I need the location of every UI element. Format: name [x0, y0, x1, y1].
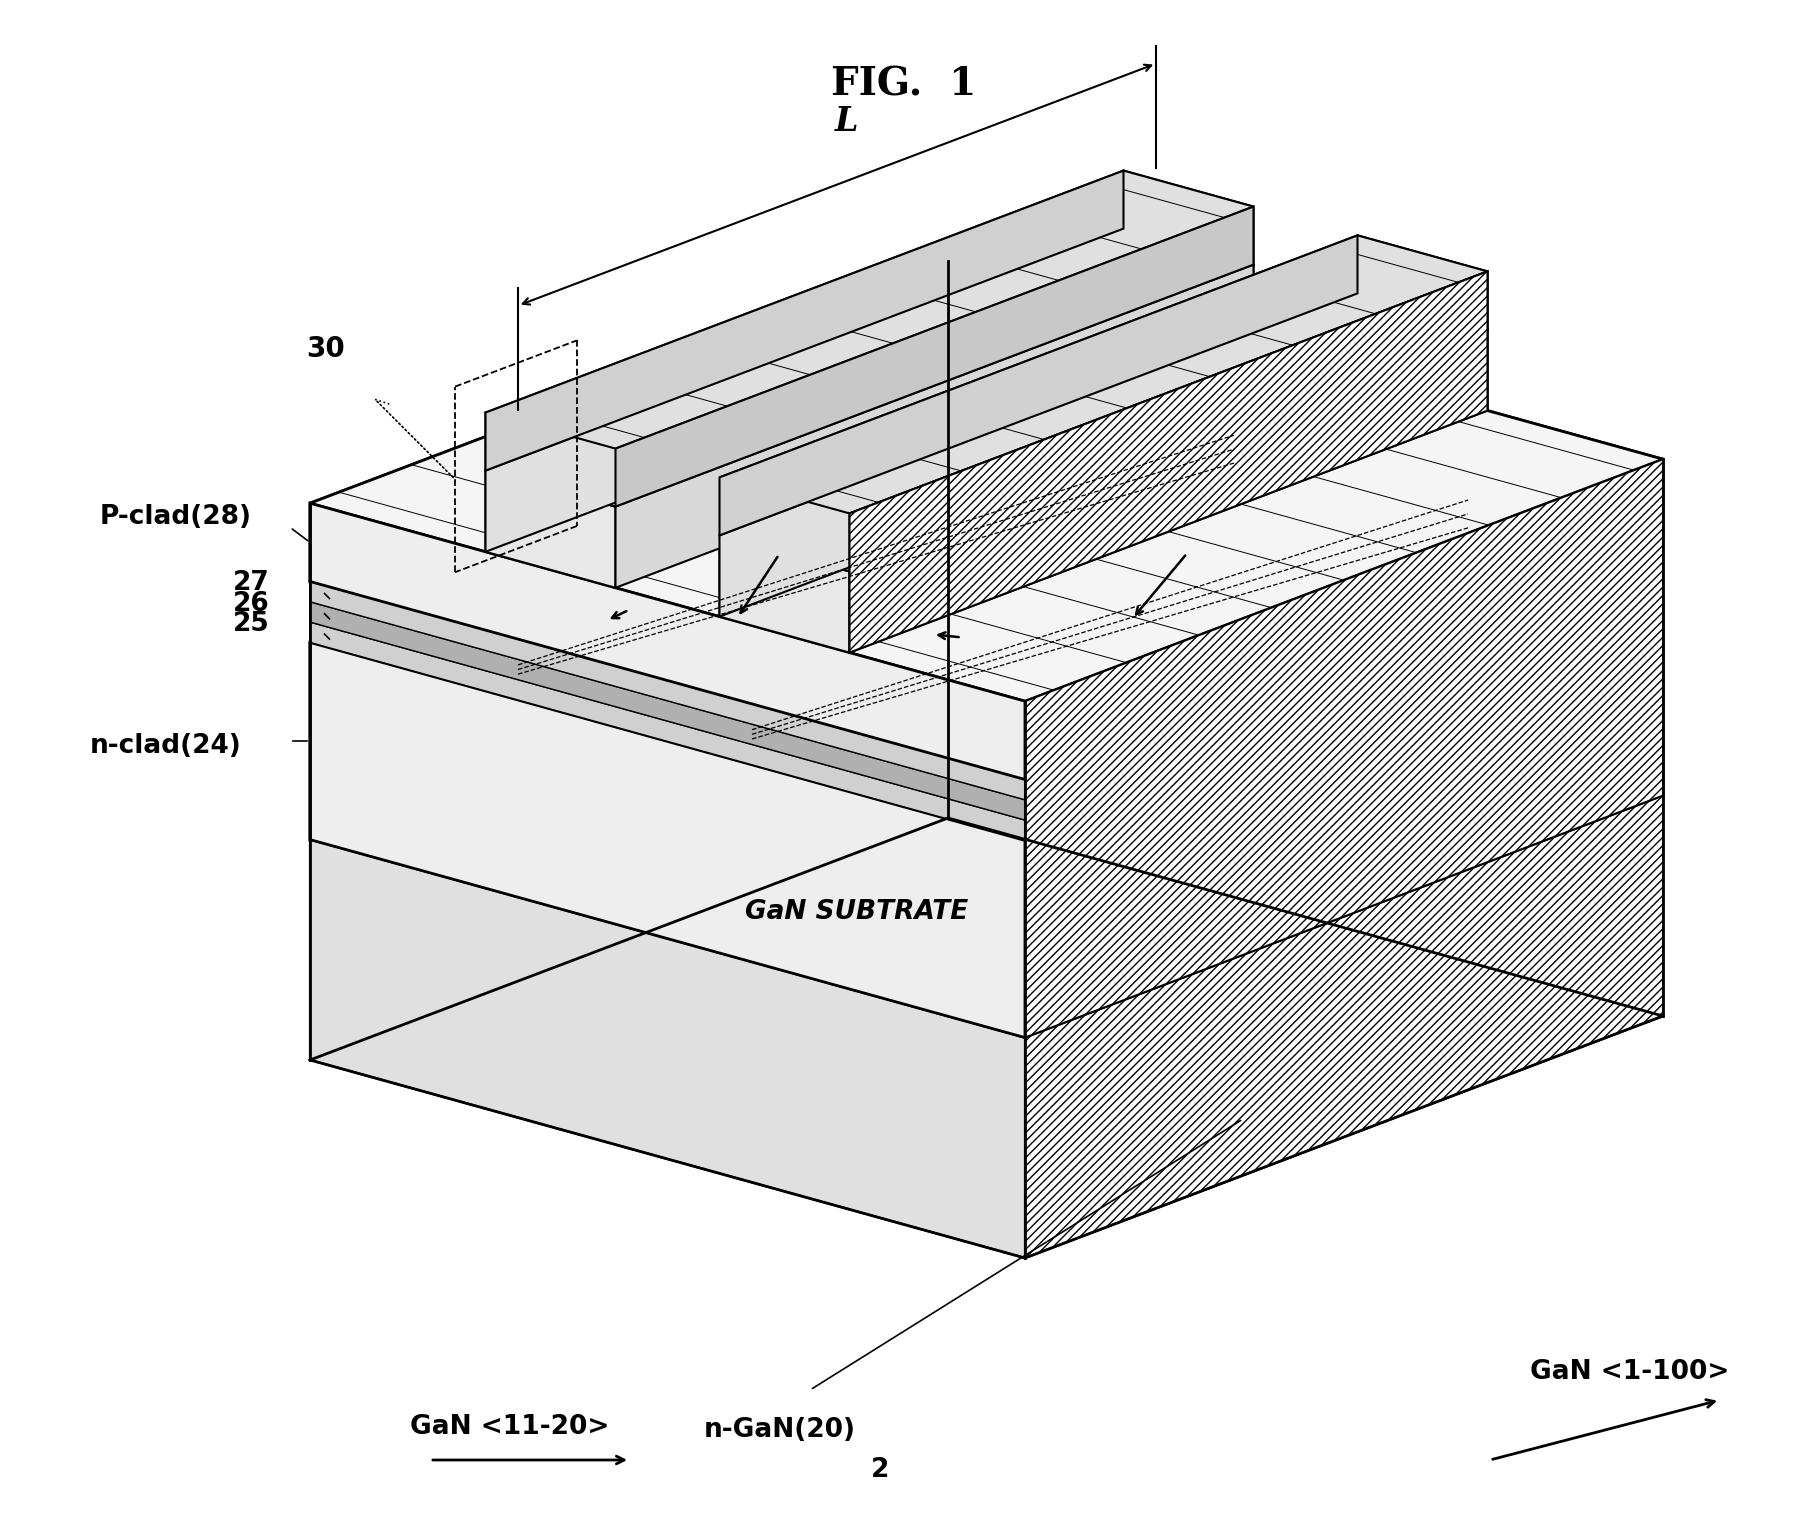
- Polygon shape: [309, 839, 1026, 1258]
- Text: 27: 27: [233, 570, 270, 596]
- Polygon shape: [1123, 229, 1254, 346]
- Polygon shape: [485, 229, 1254, 506]
- Polygon shape: [720, 477, 850, 572]
- Polygon shape: [309, 381, 948, 642]
- Text: 30: 30: [306, 335, 344, 364]
- Text: n-GaN(20): n-GaN(20): [704, 1417, 856, 1443]
- Polygon shape: [720, 535, 850, 653]
- Text: FIG.  1: FIG. 1: [832, 66, 977, 102]
- Polygon shape: [309, 401, 1662, 841]
- Polygon shape: [615, 265, 1254, 587]
- Polygon shape: [309, 381, 1662, 820]
- Polygon shape: [309, 339, 1662, 780]
- Text: L: L: [836, 106, 859, 138]
- Polygon shape: [948, 401, 1662, 795]
- Polygon shape: [850, 272, 1487, 572]
- Polygon shape: [948, 261, 1662, 538]
- Text: 2: 2: [870, 1457, 890, 1483]
- Polygon shape: [720, 294, 1487, 572]
- Polygon shape: [1026, 459, 1662, 1038]
- Polygon shape: [720, 294, 1357, 616]
- Polygon shape: [309, 622, 1026, 841]
- Polygon shape: [615, 206, 1254, 506]
- Polygon shape: [309, 359, 1662, 800]
- Polygon shape: [1357, 294, 1487, 411]
- Polygon shape: [720, 235, 1357, 535]
- Text: GaN <11-20>: GaN <11-20>: [411, 1414, 610, 1440]
- Polygon shape: [850, 272, 1487, 653]
- Polygon shape: [309, 642, 1026, 1038]
- Text: GaN <1-100>: GaN <1-100>: [1530, 1359, 1729, 1385]
- Polygon shape: [720, 235, 1487, 514]
- Polygon shape: [309, 602, 1026, 820]
- Polygon shape: [485, 171, 1254, 448]
- Polygon shape: [309, 359, 948, 622]
- Polygon shape: [485, 471, 615, 587]
- Polygon shape: [948, 339, 1662, 558]
- Text: n-clad(24): n-clad(24): [90, 732, 242, 758]
- Polygon shape: [309, 598, 948, 1060]
- Polygon shape: [1026, 459, 1662, 1038]
- Polygon shape: [485, 229, 1123, 552]
- Polygon shape: [485, 171, 1123, 471]
- Polygon shape: [309, 503, 1026, 780]
- Polygon shape: [948, 381, 1662, 598]
- Polygon shape: [1026, 795, 1662, 1258]
- Polygon shape: [309, 261, 1662, 702]
- Polygon shape: [948, 598, 1662, 1015]
- Polygon shape: [850, 329, 1487, 653]
- Polygon shape: [309, 261, 948, 581]
- Text: P-clad(28): P-clad(28): [99, 505, 251, 531]
- Polygon shape: [1123, 171, 1254, 265]
- Polygon shape: [948, 359, 1662, 578]
- Polygon shape: [1026, 795, 1662, 1258]
- Polygon shape: [309, 598, 1662, 1038]
- Polygon shape: [309, 401, 948, 839]
- Text: 26: 26: [233, 590, 270, 616]
- Polygon shape: [309, 339, 948, 602]
- Text: GaN SUBTRATE: GaN SUBTRATE: [745, 899, 968, 925]
- Polygon shape: [485, 413, 615, 506]
- Polygon shape: [309, 581, 1026, 800]
- Polygon shape: [1357, 235, 1487, 329]
- Text: 25: 25: [233, 612, 270, 638]
